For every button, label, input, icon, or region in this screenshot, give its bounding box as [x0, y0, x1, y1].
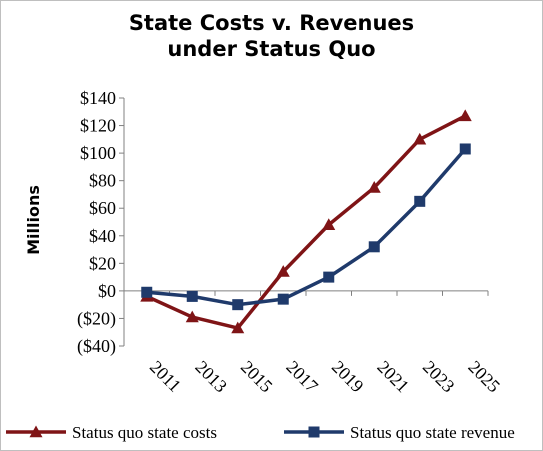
data-point — [276, 265, 290, 277]
data-point — [367, 181, 381, 193]
data-point — [322, 218, 336, 230]
chart-title-line-2: under Status Quo — [167, 37, 376, 61]
y-tick-label: $140 — [80, 88, 116, 108]
legend-item: Status quo state costs — [6, 423, 217, 442]
data-point — [141, 286, 153, 298]
x-tick-label: 2023 — [419, 357, 459, 397]
x-tick-label: 2025 — [464, 357, 504, 397]
data-point — [185, 310, 199, 323]
data-point — [459, 143, 471, 155]
y-tick-label: $100 — [80, 143, 116, 163]
legend-marker — [308, 426, 320, 438]
data-point — [414, 195, 426, 207]
series-1 — [141, 143, 471, 311]
y-tick-label: $120 — [80, 116, 116, 136]
legend-label: Status quo state costs — [72, 423, 217, 442]
y-tick-label: $80 — [89, 171, 116, 191]
y-tick-label: $60 — [89, 198, 116, 218]
data-point — [232, 299, 244, 311]
series-layer — [140, 109, 472, 334]
y-tick-label: $20 — [89, 253, 116, 273]
data-point — [231, 321, 245, 334]
data-point — [323, 271, 335, 283]
series-line — [146, 114, 467, 330]
y-axis-label: Millions — [24, 185, 43, 255]
data-point — [368, 241, 380, 253]
legend-label: Status quo state revenue — [350, 423, 515, 442]
chart-title: State Costs v. Revenues under Status Quo — [0, 10, 543, 62]
y-tick-label: $40 — [89, 226, 116, 246]
y-tick-label: ($40) — [77, 336, 116, 357]
y-tick-labels: $140 $120 $100 $80 $60 $40 $20 $0 ($20) ($40) — [77, 88, 124, 357]
x-tick-label: 2019 — [328, 357, 368, 397]
x-tick-label: 2017 — [282, 357, 322, 397]
x-tick-labels: 2011 2013 2015 2017 2019 2021 2023 2025 — [123, 290, 504, 397]
data-point — [186, 290, 198, 302]
x-tick-label: 2021 — [373, 357, 413, 397]
chart-title-line-1: State Costs v. Revenues — [128, 11, 415, 35]
y-tick-label: ($20) — [77, 308, 116, 329]
legend-marker — [29, 425, 43, 438]
x-tick-label: 2011 — [146, 357, 185, 396]
data-point — [277, 293, 289, 305]
data-point — [458, 109, 472, 122]
series-line — [146, 147, 467, 307]
x-tick-label: 2015 — [237, 357, 277, 397]
axes — [123, 98, 488, 346]
x-tick-label: 2013 — [191, 357, 231, 397]
legend: Status quo state costs Status quo state r… — [6, 423, 515, 442]
data-point — [413, 132, 427, 145]
y-tick-label: $0 — [98, 281, 116, 301]
legend-item: Status quo state revenue — [284, 423, 515, 442]
